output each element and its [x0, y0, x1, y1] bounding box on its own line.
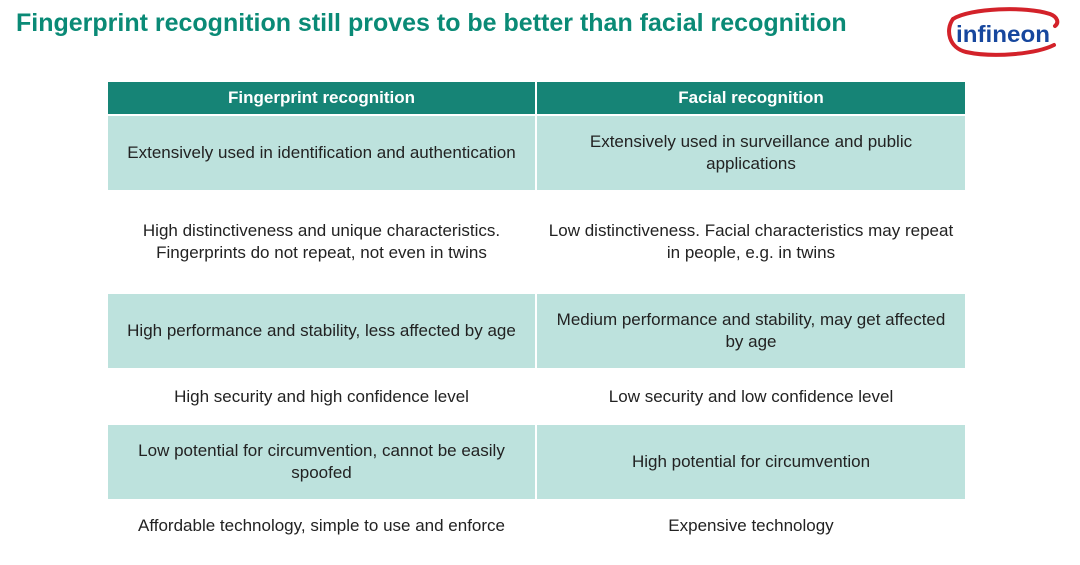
fingerprint-cell: Affordable technology, simple to use and… [138, 515, 505, 535]
facial-cell: Expensive technology [535, 500, 965, 550]
facial-cell: Low distinctiveness. Facial characterist… [535, 191, 965, 293]
fingerprint-cell: High security and high confidence level [174, 386, 469, 406]
facial-cell: Low security and low confidence level [535, 369, 965, 424]
facial-cell: Extensively used in surveillance and pub… [535, 115, 965, 191]
facial-cell: Medium performance and stability, may ge… [535, 293, 965, 369]
table-row: High security and high confidence level … [108, 369, 965, 424]
page-title: Fingerprint recognition still proves to … [16, 9, 847, 37]
fingerprint-cell: Low potential for circumvention, cannot … [108, 424, 536, 500]
fingerprint-cell: High performance and stability, less aff… [108, 293, 536, 369]
infineon-logo: infineon [947, 7, 1060, 57]
table-header-row: Fingerprint recognition Facial recogniti… [108, 82, 965, 115]
facial-cell: High potential for circumvention [535, 424, 965, 500]
svg-text:infineon: infineon [956, 21, 1050, 47]
comparison-table: Fingerprint recognition Facial recogniti… [108, 82, 965, 550]
table-row: Extensively used in identification and a… [108, 115, 965, 191]
table-row: Affordable technology, simple to use and… [108, 500, 965, 550]
header-fingerprint: Fingerprint recognition [108, 82, 536, 115]
fingerprint-cell: High distinctiveness and unique characte… [142, 221, 501, 262]
fingerprint-cell: Extensively used in identification and a… [108, 115, 536, 191]
header-facial: Facial recognition [535, 82, 965, 115]
table-row: High performance and stability, less aff… [108, 293, 965, 369]
table-row: High distinctiveness and unique characte… [108, 191, 965, 293]
table-row: Low potential for circumvention, cannot … [108, 424, 965, 500]
